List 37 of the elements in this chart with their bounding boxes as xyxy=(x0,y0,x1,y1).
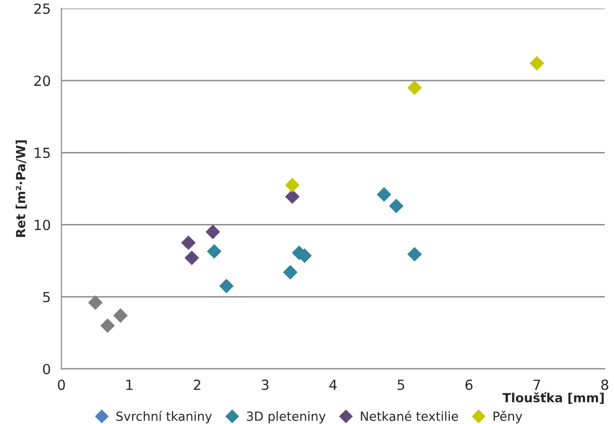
x-tick-label: 4 xyxy=(329,380,337,390)
y-axis-title: Ret [m²·Pa/W] xyxy=(16,140,27,237)
point xyxy=(285,178,300,192)
point xyxy=(219,278,234,294)
point xyxy=(100,318,115,333)
legend-label: Pěny xyxy=(494,410,522,424)
legend-label: Netkané textilie xyxy=(360,410,458,421)
y-tick-label: 20 xyxy=(34,76,50,86)
x-tick-label: 3 xyxy=(262,380,268,390)
point xyxy=(184,250,200,266)
x-tick-label: 0 xyxy=(58,380,65,390)
point xyxy=(407,246,422,262)
point xyxy=(206,224,220,240)
x-tick-label: 7 xyxy=(534,380,540,390)
point xyxy=(88,295,103,310)
point xyxy=(283,265,298,280)
y-tick-label: 0 xyxy=(43,364,50,374)
point xyxy=(407,80,422,96)
x-axis-title: Tloušťka [mm] xyxy=(502,392,604,404)
y-tick-label: 5 xyxy=(43,292,50,302)
x-tick-label: 6 xyxy=(465,380,472,390)
point xyxy=(530,56,544,71)
y-tick-label: 10 xyxy=(34,220,50,230)
y-tick-label: 25 xyxy=(34,3,50,14)
x-tick-label: 5 xyxy=(398,380,404,390)
legend-label: Svrchní tkaniny xyxy=(116,410,212,424)
point xyxy=(388,198,404,214)
point xyxy=(285,189,300,204)
y-tick-label: 15 xyxy=(34,148,50,158)
x-tick-label: 1 xyxy=(126,380,132,390)
point xyxy=(206,244,222,259)
point xyxy=(376,187,392,202)
x-tick-label: 8 xyxy=(601,380,608,390)
point xyxy=(113,308,128,323)
point xyxy=(181,235,196,250)
legend-label: 3D pleteniny xyxy=(246,411,326,424)
x-tick-label: 2 xyxy=(194,380,200,390)
